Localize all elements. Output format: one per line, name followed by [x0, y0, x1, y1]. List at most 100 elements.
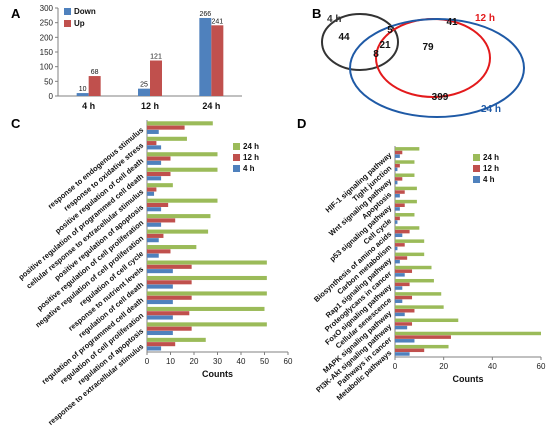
bar-4h	[395, 154, 400, 158]
bar-24h	[147, 152, 218, 157]
set-label-4h: 4 h	[327, 14, 341, 25]
bar-up	[150, 60, 162, 96]
bar-12h	[147, 171, 171, 177]
bar-12h	[395, 177, 403, 181]
region-count-4h-12h: 5	[387, 25, 393, 36]
bar-12h	[395, 309, 415, 313]
region-count-only-4h: 44	[338, 32, 350, 43]
bar-12h	[395, 243, 405, 247]
bar-24h	[147, 183, 173, 188]
bar-4h	[395, 193, 400, 198]
bar-12h	[395, 282, 410, 287]
x-tick-label: 60	[284, 357, 293, 366]
x-axis-title: Counts	[453, 374, 484, 384]
bar-24h	[147, 245, 197, 250]
bar-4h	[395, 180, 398, 185]
bar-4h	[147, 222, 162, 227]
bar-12h	[147, 156, 171, 161]
bar-4h	[147, 284, 173, 289]
bar-4h	[147, 160, 162, 165]
bar-down	[199, 17, 212, 96]
bar-24h	[395, 344, 449, 349]
legend-swatch	[473, 176, 480, 183]
bar-24h	[395, 305, 444, 309]
region-count-12h-24h: 79	[422, 42, 434, 53]
x-tick-label: 50	[260, 357, 269, 366]
bar-4h	[147, 176, 162, 181]
bar-24h	[147, 337, 206, 342]
chart-a: 0 50 100 150 200 250 300 4 h 10 68 12 h 25 121 24 h 26…	[40, 4, 242, 111]
x-tick-label: 0	[145, 357, 150, 366]
bar-12h	[147, 264, 192, 269]
bar-4h	[395, 246, 398, 251]
set-label-24h: 24 h	[481, 104, 501, 115]
bar-up	[88, 76, 101, 96]
bar-4h	[395, 339, 415, 343]
x-tick-label: 12 h	[141, 101, 159, 111]
venn-diagram-b: 4 h 12 h 24 h 44 41 399 5 8 79 21	[321, 13, 525, 118]
bar-24h	[395, 318, 459, 323]
region-count-4h-24h: 8	[373, 49, 379, 60]
y-tick-label: 250	[40, 19, 54, 28]
x-tick-label: 60	[537, 362, 546, 371]
bar-24h	[395, 331, 541, 336]
bar-4h	[395, 259, 400, 264]
bar-24h	[395, 265, 432, 270]
set-24h-ellipse	[349, 18, 525, 118]
legend-label: 4 h	[483, 175, 495, 184]
bar-4h	[147, 191, 155, 196]
bar-24h	[147, 136, 187, 141]
x-tick-label: 20	[190, 357, 199, 366]
bar-down	[138, 88, 150, 96]
set-12h-circle	[375, 18, 491, 98]
bar-4h	[395, 233, 403, 238]
legend-label: 12 h	[243, 153, 259, 162]
y-tick-label: 100	[40, 63, 54, 72]
bar-12h	[395, 216, 400, 221]
panel-label-a: A	[11, 6, 21, 21]
bar-4h	[395, 352, 410, 356]
y-tick-label: 200	[40, 33, 54, 42]
data-label: 25	[140, 82, 148, 89]
bar-4h	[147, 300, 173, 305]
bar-12h	[395, 269, 413, 273]
bar-12h	[147, 233, 164, 238]
panel-label-d: D	[297, 116, 306, 131]
bar-24h	[147, 229, 209, 234]
bar-24h	[395, 213, 415, 217]
bar-12h	[147, 311, 190, 316]
bar-4h	[147, 207, 162, 212]
legend-swatch	[64, 20, 71, 27]
bar-4h	[395, 312, 405, 317]
x-tick-label: 4 h	[82, 101, 95, 111]
legend-swatch	[473, 165, 480, 172]
y-tick-label: 150	[40, 48, 54, 57]
bar-24h	[395, 186, 417, 191]
bar-24h	[147, 322, 267, 327]
bar-12h	[147, 218, 176, 223]
legend-swatch	[233, 165, 240, 172]
bar-12h	[395, 295, 413, 300]
bar-24h	[395, 278, 434, 283]
legend-label: Down	[74, 7, 96, 16]
bar-12h	[147, 202, 169, 207]
bar-24h	[395, 226, 420, 230]
bar-4h	[147, 253, 159, 258]
legend-swatch	[64, 8, 71, 15]
data-label: 121	[150, 54, 162, 61]
region-count-only-24h: 399	[432, 92, 449, 103]
x-tick-label: 0	[393, 362, 398, 371]
bar-down	[76, 93, 89, 96]
bar-24h	[395, 252, 425, 257]
bar-24h	[395, 239, 425, 243]
bar-24h	[395, 199, 417, 204]
bar-24h	[147, 306, 265, 311]
bar-12h	[147, 280, 192, 285]
bar-24h	[147, 167, 218, 172]
x-tick-label: 40	[237, 357, 246, 366]
bar-4h	[395, 207, 400, 211]
x-tick-label: 24 h	[202, 101, 220, 111]
bar-4h	[147, 346, 162, 351]
